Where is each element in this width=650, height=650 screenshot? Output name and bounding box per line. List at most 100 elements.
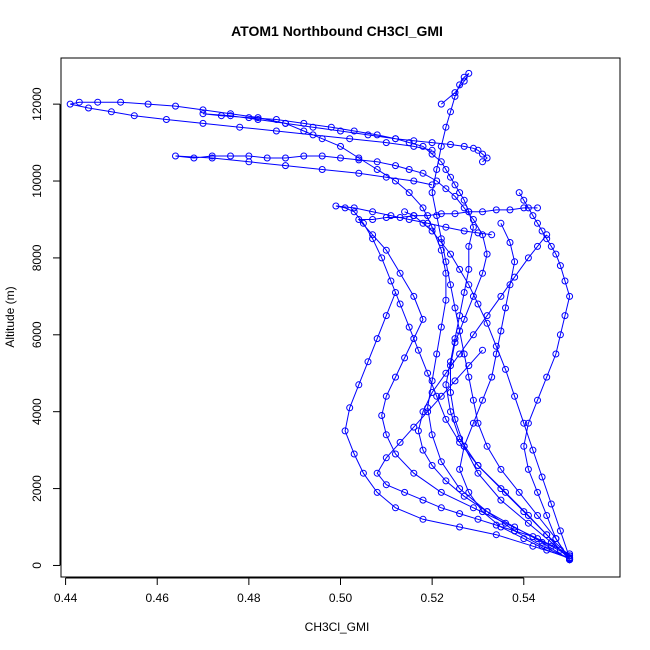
data-point: [300, 152, 308, 160]
data-point: [428, 189, 436, 197]
data-point: [419, 219, 427, 227]
series-line: [404, 211, 571, 558]
data-point: [456, 327, 464, 335]
data-point: [396, 214, 404, 221]
data-point: [428, 462, 436, 469]
data-point: [162, 116, 170, 123]
data-point: [382, 214, 390, 221]
data-point: [428, 181, 436, 189]
y-tick-label: 12000: [30, 87, 44, 121]
series-line: [518, 192, 571, 560]
data-point: [392, 177, 399, 185]
data-point: [465, 69, 473, 77]
data-point: [465, 488, 473, 496]
data-point: [488, 231, 496, 239]
data-point: [373, 131, 381, 139]
data-point: [556, 331, 564, 339]
data-point: [566, 552, 574, 560]
data-point: [534, 396, 541, 404]
series-12: [456, 219, 574, 562]
data-point: [272, 127, 280, 135]
data-point: [437, 323, 445, 331]
data-point: [543, 512, 551, 519]
data-point: [396, 438, 404, 446]
data-point: [511, 258, 519, 266]
data-point: [318, 135, 326, 143]
series-5: [332, 202, 574, 560]
series-line: [344, 292, 570, 559]
x-tick-label: 0.44: [54, 591, 78, 605]
data-point: [373, 166, 381, 173]
data-point: [309, 131, 317, 139]
series-4: [428, 69, 574, 564]
data-point: [460, 204, 468, 212]
data-point: [355, 154, 363, 162]
data-point: [474, 462, 482, 469]
data-point: [479, 231, 486, 239]
data-point: [492, 342, 500, 350]
plot-frame: [60, 57, 621, 578]
data-point: [382, 454, 390, 462]
data-point: [460, 289, 468, 296]
data-point: [199, 106, 207, 114]
data-point: [474, 515, 482, 523]
data-point: [524, 465, 532, 473]
data-point: [460, 350, 468, 358]
data-point: [117, 98, 125, 106]
data-point: [442, 123, 450, 131]
data-point: [442, 381, 450, 389]
data-point: [506, 206, 514, 214]
data-point: [469, 396, 477, 404]
data-point: [245, 158, 253, 166]
data-point: [497, 219, 505, 227]
data-point: [556, 262, 564, 270]
data-point: [497, 327, 505, 335]
data-point: [451, 210, 459, 218]
series-10: [373, 346, 574, 560]
data-point: [456, 81, 464, 89]
data-point: [373, 469, 381, 477]
data-point: [410, 212, 418, 220]
x-tick-label: 0.48: [237, 591, 261, 605]
data-point: [424, 408, 432, 416]
data-point: [437, 100, 445, 108]
data-point: [506, 239, 514, 246]
data-point: [378, 254, 386, 262]
data-point: [410, 142, 418, 150]
data-point: [396, 300, 404, 308]
data-point: [387, 212, 395, 220]
data-point: [451, 192, 459, 200]
data-point: [419, 204, 427, 212]
data-point: [474, 146, 482, 154]
data-point: [520, 419, 528, 427]
series-11: [401, 208, 574, 562]
data-point: [199, 119, 207, 127]
data-point: [469, 419, 477, 427]
data-point: [75, 98, 83, 106]
data-point: [474, 419, 482, 427]
data-point: [369, 216, 377, 223]
data-point: [497, 496, 505, 504]
plot-series: [66, 69, 574, 564]
data-point: [437, 392, 445, 400]
data-point: [392, 289, 399, 296]
data-point: [469, 223, 477, 231]
data-point: [502, 488, 509, 496]
data-point: [538, 538, 546, 546]
data-point: [350, 208, 358, 216]
data-point: [497, 465, 505, 473]
data-point: [529, 533, 537, 541]
data-point: [414, 346, 422, 354]
data-point: [94, 98, 102, 106]
data-point: [282, 162, 289, 170]
data-point: [419, 142, 427, 150]
data-point: [497, 292, 505, 300]
data-point: [460, 227, 468, 235]
data-point: [190, 154, 198, 162]
data-point: [456, 485, 464, 493]
data-point: [456, 523, 464, 531]
data-point: [130, 112, 138, 120]
x-tick-label: 0.46: [146, 591, 170, 605]
data-point: [364, 131, 372, 139]
data-point: [506, 281, 514, 289]
